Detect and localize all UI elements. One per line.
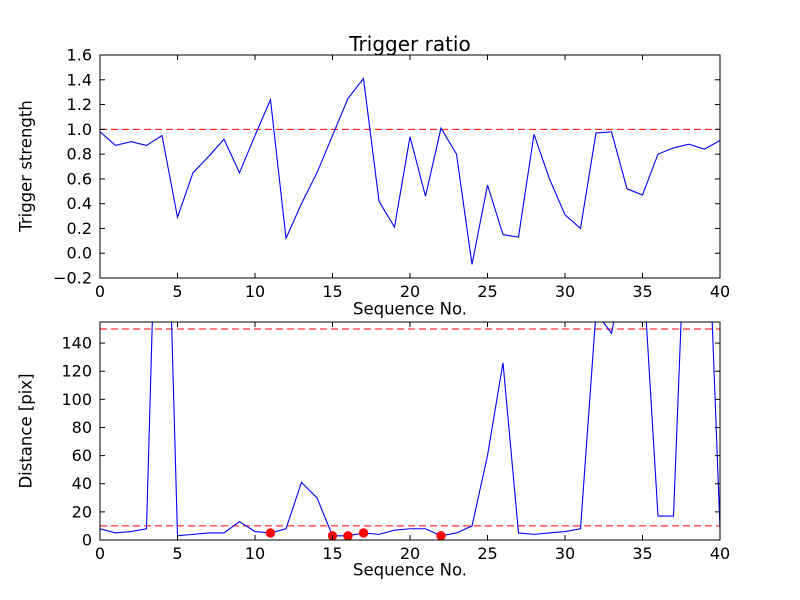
top-chart-ylabel: Trigger strength <box>16 100 36 232</box>
svg-text:25: 25 <box>477 544 497 563</box>
svg-text:1.2: 1.2 <box>67 95 92 114</box>
svg-text:10: 10 <box>245 544 265 563</box>
svg-text:25: 25 <box>477 282 497 301</box>
svg-text:80: 80 <box>72 418 92 437</box>
svg-text:0: 0 <box>95 282 105 301</box>
svg-text:20: 20 <box>400 544 420 563</box>
svg-text:30: 30 <box>555 544 575 563</box>
svg-text:0: 0 <box>82 531 92 550</box>
svg-text:−0.2: −0.2 <box>53 269 92 288</box>
svg-text:0.4: 0.4 <box>67 194 92 213</box>
svg-text:100: 100 <box>61 390 92 409</box>
top-chart-xlabel: Sequence No. <box>352 299 468 319</box>
bottom-chart-xlabel: Sequence No. <box>352 560 468 580</box>
svg-text:1.6: 1.6 <box>67 46 92 65</box>
svg-text:15: 15 <box>322 282 342 301</box>
svg-text:5: 5 <box>172 544 182 563</box>
svg-text:1.4: 1.4 <box>67 70 92 89</box>
svg-text:5: 5 <box>172 282 182 301</box>
svg-text:35: 35 <box>632 282 652 301</box>
svg-text:60: 60 <box>72 446 92 465</box>
svg-text:0.8: 0.8 <box>67 145 92 164</box>
svg-text:0.2: 0.2 <box>67 219 92 238</box>
top-chart-title: Trigger ratio <box>349 32 471 56</box>
svg-text:10: 10 <box>245 282 265 301</box>
bottom-chart-ylabel: Distance [pix] <box>16 373 36 489</box>
svg-text:120: 120 <box>61 362 92 381</box>
svg-text:35: 35 <box>632 544 652 563</box>
svg-text:30: 30 <box>555 282 575 301</box>
svg-text:15: 15 <box>322 544 342 563</box>
svg-text:40: 40 <box>710 282 730 301</box>
svg-text:140: 140 <box>61 334 92 353</box>
svg-text:0: 0 <box>95 544 105 563</box>
svg-text:20: 20 <box>72 502 92 521</box>
svg-text:0.0: 0.0 <box>67 244 92 263</box>
svg-text:40: 40 <box>72 474 92 493</box>
svg-text:20: 20 <box>400 282 420 301</box>
svg-text:0.6: 0.6 <box>67 169 92 188</box>
svg-text:1.0: 1.0 <box>67 120 92 139</box>
svg-text:40: 40 <box>710 544 730 563</box>
